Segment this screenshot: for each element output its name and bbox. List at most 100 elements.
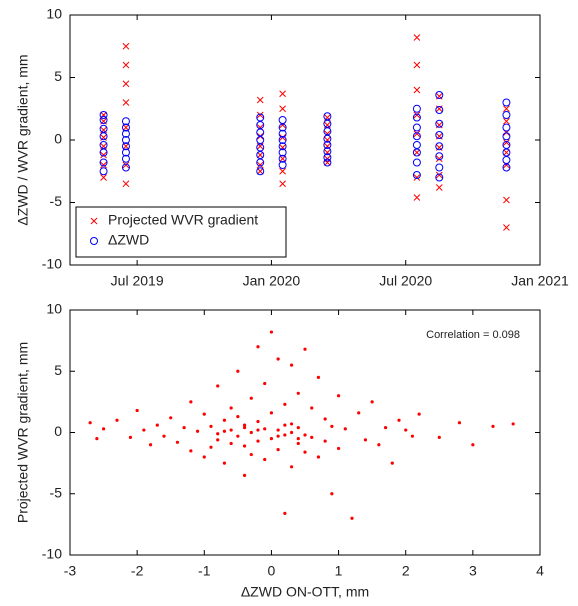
x-tick-label: -1 [198,563,211,579]
x-marker [256,151,264,159]
circle-marker [412,132,421,141]
dot-marker [115,418,119,422]
x-marker [413,86,421,94]
x-marker [435,184,443,191]
dot-marker [289,465,294,469]
dot-marker [135,408,139,413]
x-marker [122,61,130,69]
dot-marker [88,421,92,425]
dot-marker [175,440,180,444]
dot-marker [202,412,206,416]
y-axis-label: ΔZWD / WVR gradient, mm [15,54,31,225]
y-tick-label: -10 [42,546,62,562]
circle-marker [121,163,130,172]
x-marker [122,42,130,50]
dot-marker [330,424,334,428]
plot-area [69,309,541,556]
dot-marker [457,421,462,425]
x-marker [413,61,421,69]
circle-marker [278,129,287,138]
dot-marker [383,426,388,430]
dot-marker [169,416,173,420]
dot-marker [263,381,267,386]
x-marker [122,142,130,150]
dot-marker [222,418,227,422]
x-marker [413,130,421,138]
legend-label: Projected WVR gradient [108,212,258,228]
dot-marker [296,426,300,430]
x-tick-label: -3 [64,563,77,579]
x-marker [503,149,510,156]
x-marker [100,161,107,169]
dot-marker [269,437,274,441]
circle-marker [278,123,287,132]
y-tick-label: 5 [54,68,62,84]
x-marker [435,171,443,179]
y-tick-label: -10 [42,256,62,272]
x-tick-label: 4 [536,563,544,579]
dot-marker [142,428,146,432]
x-marker [279,155,286,163]
dot-marker [101,427,106,431]
legend-label: ΔZWD [108,232,149,248]
dot-marker [343,427,347,431]
dot-marker [202,455,206,459]
circle-marker [412,148,421,157]
dot-marker [404,428,408,432]
x-tick-label: Jul 2020 [379,273,432,289]
circle-marker [502,123,511,132]
x-marker [100,151,107,159]
circle-marker [412,113,421,122]
dot-marker [222,429,227,433]
dot-marker [209,424,213,428]
dot-marker [242,473,247,477]
dot-marker [162,434,166,438]
dot-marker [276,357,280,361]
circle-marker [323,134,332,143]
circle-marker [323,147,332,156]
y-tick-label: -5 [50,193,63,209]
circle-marker [435,173,444,182]
circle-marker [99,148,108,157]
annotation: Correlation = 0.098 [426,329,520,341]
dot-marker [155,423,159,427]
dot-marker [316,455,321,459]
circle-marker [99,167,108,176]
circle-marker [435,131,444,139]
dot-marker [310,435,314,439]
circle-marker [323,153,332,162]
dot-marker [276,428,280,432]
circle-marker [99,132,108,141]
y-axis-label: Projected WVR gradient, mm [15,342,31,523]
dot-marker [417,412,421,416]
x-marker [413,149,421,156]
circle-marker [121,142,130,151]
dot-marker [189,449,193,453]
x-marker [279,105,286,113]
x-marker [122,161,130,169]
circle-marker [435,163,444,172]
y-tick-label: 0 [54,131,62,147]
circle-marker [323,158,332,167]
circle-marker [435,152,444,161]
circle-marker [99,111,108,119]
dot-marker [236,434,240,438]
x-tick-label: 0 [268,563,276,579]
dot-marker [511,422,515,426]
x-marker [413,194,421,201]
x-tick-label: 3 [469,563,477,579]
x-tick-label: 1 [335,563,343,579]
x-marker [256,161,264,169]
x-marker [503,117,510,125]
circle-marker [435,142,444,151]
dot-marker [236,414,240,419]
x-marker [100,174,107,181]
dot-marker [310,406,314,410]
circle-marker [121,123,130,132]
dot-marker [249,430,253,435]
x-marker [413,34,421,41]
dot-marker [316,375,321,379]
dot-marker [323,417,327,421]
